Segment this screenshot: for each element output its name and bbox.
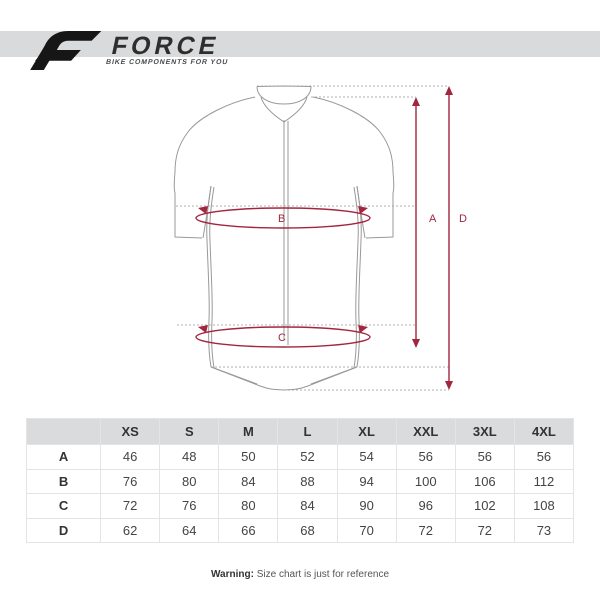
svg-text:C: C xyxy=(278,332,286,344)
svg-text:D: D xyxy=(459,213,467,225)
svg-text:B: B xyxy=(278,213,285,225)
svg-text:A: A xyxy=(429,213,437,225)
